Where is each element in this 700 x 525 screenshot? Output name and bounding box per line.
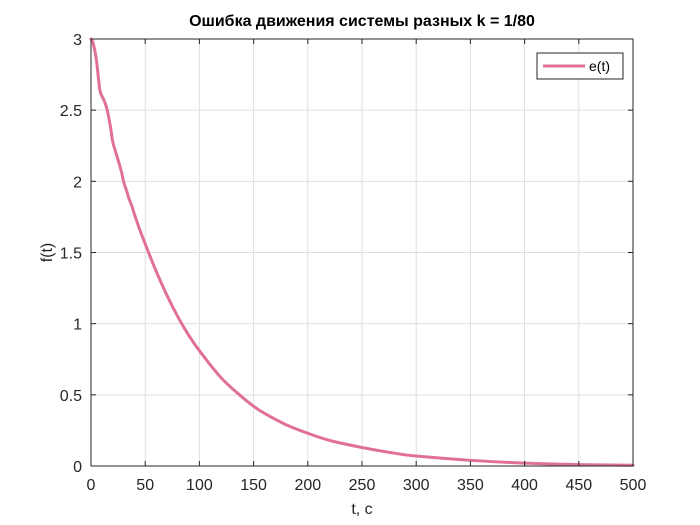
series-line-e — [89, 37, 635, 467]
x-tick-label: 250 — [349, 477, 376, 494]
legend: e(t) — [536, 52, 624, 80]
y-tick-label: 2 — [73, 174, 82, 191]
series-layer — [89, 37, 635, 467]
x-axis-label: t, c — [351, 501, 372, 518]
x-tick-label: 50 — [136, 477, 154, 494]
y-tick-label: 3 — [73, 32, 82, 49]
chart-title: Ошибка движения системы разных k = 1/80 — [189, 13, 535, 30]
x-tick-label: 0 — [87, 477, 96, 494]
x-tick-label: 350 — [457, 477, 484, 494]
y-tick-label: 1 — [73, 317, 82, 334]
x-tick-label: 450 — [565, 477, 592, 494]
x-axis: 0 50 100 150 200 250 300 350 400 450 500 — [87, 39, 647, 494]
x-tick-label: 200 — [294, 477, 321, 494]
y-tick-label: 1.5 — [60, 246, 82, 263]
y-axis-label: f(t) — [39, 243, 56, 263]
y-tick-label: 2.5 — [60, 103, 82, 120]
x-tick-label: 500 — [620, 477, 647, 494]
x-tick-label: 100 — [186, 477, 213, 494]
legend-label: e(t) — [589, 58, 610, 74]
x-tick-label: 300 — [403, 477, 430, 494]
x-tick-label: 150 — [240, 477, 267, 494]
y-tick-label: 0 — [73, 459, 82, 476]
y-tick-label: 0.5 — [60, 388, 82, 405]
y-axis: 0 0.5 1 1.5 2 2.5 3 — [60, 32, 633, 476]
x-tick-label: 400 — [511, 477, 538, 494]
